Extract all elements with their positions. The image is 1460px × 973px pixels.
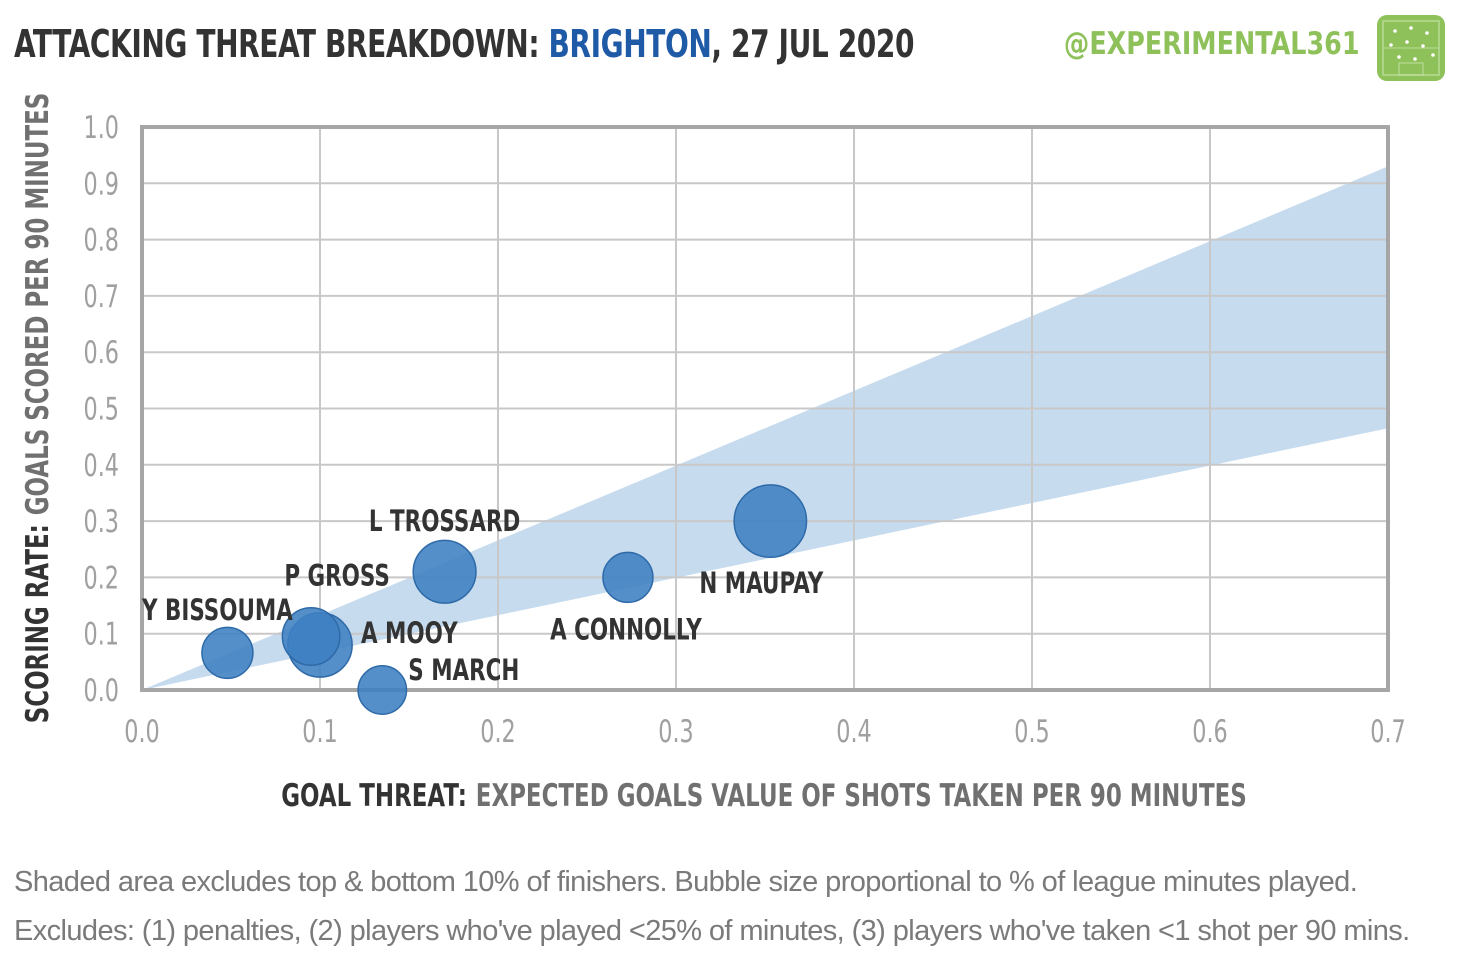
x-tick-label: 0.7 bbox=[1370, 714, 1405, 750]
point-label: P GROSS bbox=[284, 559, 389, 593]
finisher-band bbox=[142, 166, 1388, 690]
point-label: Y BISSOUMA bbox=[141, 594, 293, 628]
x-axis-label-rest: EXPECTED GOALS VALUE OF SHOTS TAKEN PER … bbox=[476, 779, 1247, 814]
x-axis-label: GOAL THREAT: EXPECTED GOALS VALUE OF SHOT… bbox=[281, 779, 1247, 814]
y-tick-label: 0.1 bbox=[84, 617, 119, 653]
x-tick-label: 0.6 bbox=[1192, 714, 1227, 750]
footnote-shading: Shaded area excludes top & bottom 10% of… bbox=[14, 866, 1358, 898]
point-label: A CONNOLLY bbox=[550, 613, 702, 647]
x-tick-label: 0.4 bbox=[836, 714, 871, 750]
y-axis-label-bold: SCORING RATE: bbox=[21, 524, 56, 723]
y-axis-label-rest: GOALS SCORED PER 90 MINUTES bbox=[21, 93, 56, 516]
x-tick-label: 0.2 bbox=[480, 714, 515, 750]
author-handle: @EXPERIMENTAL361 bbox=[1064, 26, 1360, 62]
bubble-point bbox=[602, 551, 654, 604]
y-tick-label: 0.7 bbox=[84, 279, 119, 315]
bubble-point bbox=[733, 484, 808, 559]
bubble-point bbox=[281, 607, 341, 666]
title-prefix: ATTACKING THREAT BREAKDOWN: bbox=[14, 22, 549, 66]
bubble-point bbox=[201, 626, 254, 680]
x-tick-label: 0.5 bbox=[1014, 714, 1049, 750]
y-tick-label: 0.8 bbox=[84, 223, 119, 259]
x-axis-label-bold: GOAL THREAT: bbox=[281, 779, 467, 814]
y-tick-label: 0.4 bbox=[84, 448, 119, 484]
point-label: A MOOY bbox=[361, 617, 458, 651]
bubble-point bbox=[357, 665, 408, 715]
pitch-logo-icon bbox=[1377, 15, 1445, 81]
point-label: S MARCH bbox=[408, 654, 519, 688]
plot-frame bbox=[140, 125, 1390, 692]
x-tick-label: 0.0 bbox=[124, 714, 159, 750]
y-axis-label: SCORING RATE: GOALS SCORED PER 90 MINUTES bbox=[21, 93, 56, 724]
bubble-point bbox=[412, 539, 477, 604]
y-tick-label: 0.6 bbox=[84, 336, 119, 372]
y-tick-label: 1.0 bbox=[84, 110, 119, 146]
x-tick-label: 0.1 bbox=[302, 714, 337, 750]
y-tick-label: 0.3 bbox=[84, 505, 119, 541]
point-label: N MAUPAY bbox=[699, 567, 823, 601]
chart-title: ATTACKING THREAT BREAKDOWN: BRIGHTON, 27… bbox=[14, 22, 915, 72]
y-tick-label: 0.9 bbox=[84, 167, 119, 203]
point-label: L TROSSARD bbox=[369, 505, 520, 539]
y-tick-label: 0.0 bbox=[84, 673, 119, 709]
y-tick-label: 0.5 bbox=[84, 392, 119, 428]
y-tick-label: 0.2 bbox=[84, 561, 119, 597]
title-team: BRIGHTON bbox=[548, 22, 712, 66]
x-tick-label: 0.3 bbox=[658, 714, 693, 750]
title-suffix: , 27 JUL 2020 bbox=[711, 22, 915, 66]
footnote-exclusions: Excludes: (1) penalties, (2) players who… bbox=[14, 915, 1410, 947]
